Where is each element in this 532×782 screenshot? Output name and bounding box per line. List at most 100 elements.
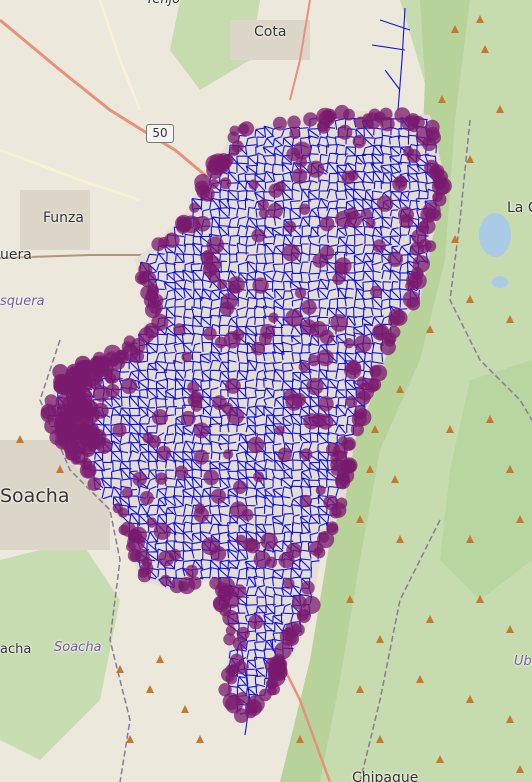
incident-point[interactable]: [298, 361, 310, 373]
incident-point[interactable]: [214, 336, 227, 349]
incident-point[interactable]: [158, 237, 170, 249]
incident-point[interactable]: [155, 472, 168, 485]
incident-point[interactable]: [331, 502, 347, 518]
incident-point[interactable]: [174, 465, 189, 479]
incident-point[interactable]: [227, 131, 240, 144]
incident-point[interactable]: [216, 160, 228, 173]
incident-point[interactable]: [364, 378, 380, 393]
incident-point[interactable]: [193, 422, 210, 439]
incident-point[interactable]: [180, 410, 196, 426]
incident-point[interactable]: [422, 201, 441, 220]
incident-point[interactable]: [103, 344, 122, 363]
incident-point[interactable]: [153, 522, 171, 540]
incident-point[interactable]: [302, 596, 321, 614]
incident-point[interactable]: [285, 309, 303, 327]
incident-point[interactable]: [344, 439, 355, 451]
incident-point[interactable]: [212, 596, 228, 611]
incident-point[interactable]: [422, 136, 437, 152]
incident-point[interactable]: [300, 580, 315, 595]
incident-point[interactable]: [303, 413, 320, 430]
incident-point[interactable]: [219, 177, 232, 190]
incident-point[interactable]: [268, 683, 280, 696]
incident-point[interactable]: [44, 418, 61, 434]
incident-point[interactable]: [221, 293, 238, 310]
incident-point[interactable]: [319, 329, 334, 345]
incident-point[interactable]: [258, 208, 269, 219]
incident-point[interactable]: [278, 552, 295, 569]
incident-point[interactable]: [317, 530, 335, 549]
incident-point[interactable]: [356, 390, 371, 406]
incident-point[interactable]: [287, 115, 301, 129]
incident-point[interactable]: [223, 449, 234, 460]
incident-point[interactable]: [289, 127, 301, 140]
incident-point[interactable]: [247, 436, 265, 454]
incident-point[interactable]: [303, 112, 318, 127]
incident-point[interactable]: [291, 392, 306, 408]
incident-point[interactable]: [158, 550, 175, 567]
incident-point[interactable]: [87, 359, 104, 376]
incident-point[interactable]: [424, 159, 439, 175]
incident-point[interactable]: [275, 181, 287, 192]
incident-point[interactable]: [196, 184, 211, 199]
incident-point[interactable]: [282, 243, 301, 262]
incident-point[interactable]: [380, 116, 395, 132]
incident-point[interactable]: [156, 445, 172, 461]
incident-point[interactable]: [112, 422, 127, 438]
incident-point[interactable]: [248, 179, 259, 190]
incident-point[interactable]: [334, 104, 350, 120]
incident-point[interactable]: [201, 537, 220, 556]
incident-point[interactable]: [132, 471, 147, 487]
incident-point[interactable]: [159, 574, 172, 587]
incident-point[interactable]: [241, 508, 254, 521]
incident-point[interactable]: [217, 279, 228, 290]
incident-point[interactable]: [208, 178, 219, 189]
incident-point[interactable]: [225, 378, 241, 394]
incident-point[interactable]: [225, 625, 236, 636]
incident-point[interactable]: [225, 672, 238, 685]
incident-point[interactable]: [227, 276, 245, 294]
incident-point[interactable]: [410, 241, 425, 256]
incident-point[interactable]: [379, 107, 393, 121]
incident-point[interactable]: [318, 396, 334, 412]
incident-point[interactable]: [194, 503, 206, 514]
incident-point[interactable]: [218, 683, 232, 697]
incident-point[interactable]: [77, 401, 94, 418]
incident-point[interactable]: [372, 239, 386, 253]
incident-point[interactable]: [142, 432, 154, 444]
incident-point[interactable]: [334, 257, 352, 275]
incident-point[interactable]: [269, 663, 288, 682]
incident-point[interactable]: [92, 402, 109, 419]
incident-point[interactable]: [257, 199, 269, 211]
incident-point[interactable]: [267, 203, 283, 219]
incident-point[interactable]: [253, 550, 271, 569]
incident-point[interactable]: [193, 449, 209, 465]
incident-point[interactable]: [307, 354, 320, 367]
incident-point[interactable]: [298, 203, 311, 215]
incident-point[interactable]: [299, 494, 312, 508]
incident-point[interactable]: [121, 341, 133, 353]
incident-point[interactable]: [64, 422, 81, 439]
incident-point[interactable]: [181, 351, 193, 363]
incident-point[interactable]: [212, 395, 227, 411]
incident-point[interactable]: [173, 323, 186, 336]
incident-point[interactable]: [92, 385, 110, 402]
incident-point[interactable]: [81, 464, 96, 478]
incident-point[interactable]: [223, 633, 236, 646]
incident-point[interactable]: [394, 175, 407, 188]
incident-point[interactable]: [233, 480, 247, 494]
incident-point[interactable]: [210, 488, 227, 504]
incident-point[interactable]: [137, 568, 152, 583]
incident-point[interactable]: [251, 341, 265, 356]
incident-point[interactable]: [283, 577, 295, 590]
incident-point[interactable]: [217, 577, 236, 595]
incident-point[interactable]: [301, 299, 317, 315]
incident-point[interactable]: [117, 507, 129, 518]
incident-point[interactable]: [354, 334, 372, 353]
incident-point[interactable]: [187, 392, 203, 408]
incident-point[interactable]: [226, 407, 245, 425]
incident-point[interactable]: [79, 431, 96, 448]
incident-point[interactable]: [362, 113, 373, 124]
incident-point[interactable]: [229, 653, 244, 668]
incident-point[interactable]: [313, 546, 326, 559]
